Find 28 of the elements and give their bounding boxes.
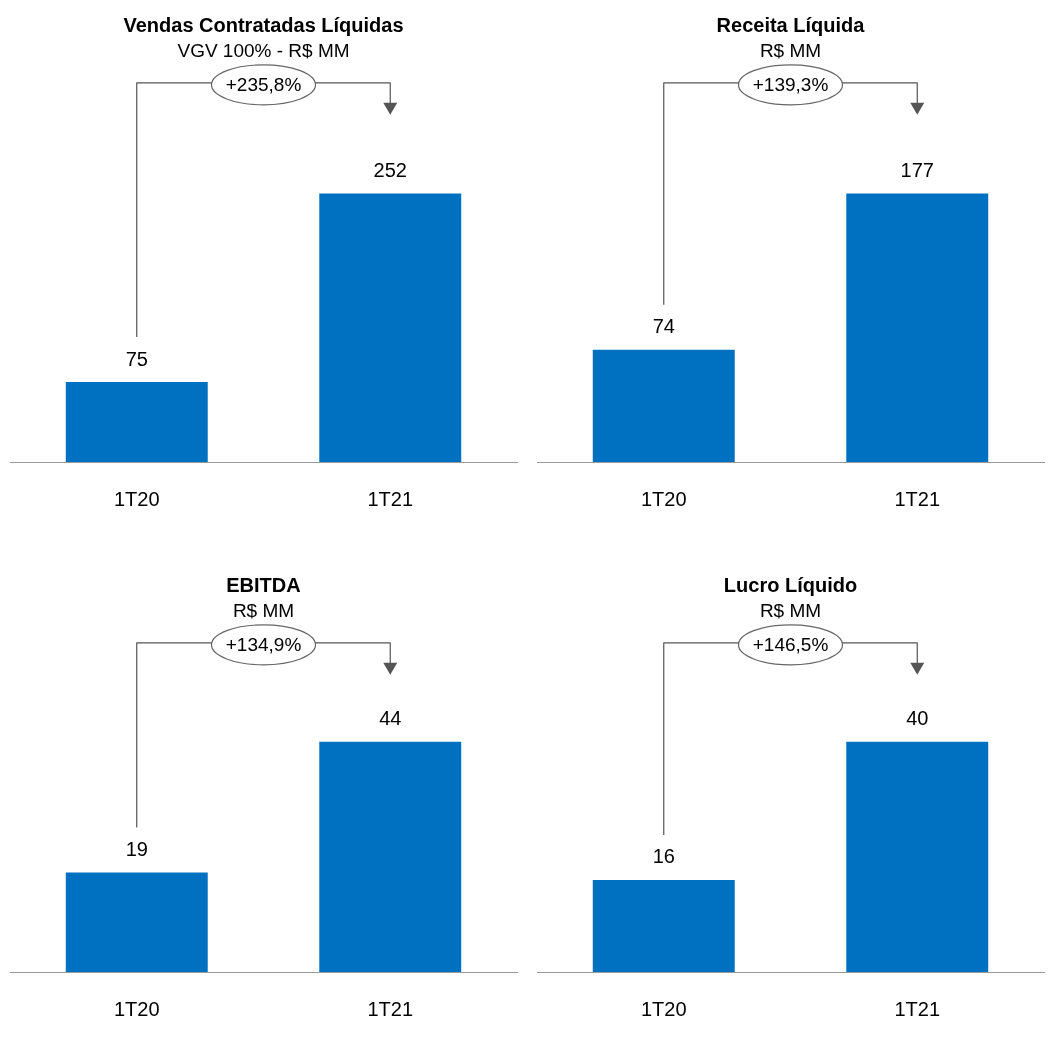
x-tick-label: 1T21 <box>894 487 941 510</box>
data-label: 19 <box>125 838 148 861</box>
data-label: 44 <box>379 707 402 730</box>
chart-title: Receita Líquida <box>716 13 866 36</box>
x-tick-label: 1T20 <box>640 487 687 510</box>
chart-title: EBITDA <box>226 573 301 596</box>
x-tick-label: 1T20 <box>640 997 687 1020</box>
data-label: 16 <box>652 845 675 868</box>
chart-subtitle: VGV 100% - R$ MM <box>177 39 350 61</box>
text: +146,5% <box>752 634 829 656</box>
x-tick-label: 1T20 <box>113 997 160 1020</box>
chart-title: Vendas Contratadas Líquidas <box>123 13 404 36</box>
x-tick-label: 1T20 <box>113 487 160 510</box>
x-tick-label: 1T21 <box>367 487 414 510</box>
chart-subtitle: R$ MM <box>759 39 822 61</box>
x-tick-label: 1T21 <box>367 997 414 1020</box>
text: +235,8% <box>225 74 302 96</box>
chart-subtitle: R$ MM <box>759 599 822 621</box>
data-label: 75 <box>125 347 148 370</box>
data-label: 252 <box>373 158 407 181</box>
text: +134,9% <box>225 634 302 656</box>
data-label: 40 <box>906 707 929 730</box>
text: +139,3% <box>752 74 829 96</box>
data-label: 74 <box>652 315 675 338</box>
data-label: 177 <box>900 158 934 181</box>
chart-subtitle: R$ MM <box>232 599 295 621</box>
chart-title: Lucro Líquido <box>723 573 858 596</box>
x-tick-label: 1T21 <box>894 997 941 1020</box>
